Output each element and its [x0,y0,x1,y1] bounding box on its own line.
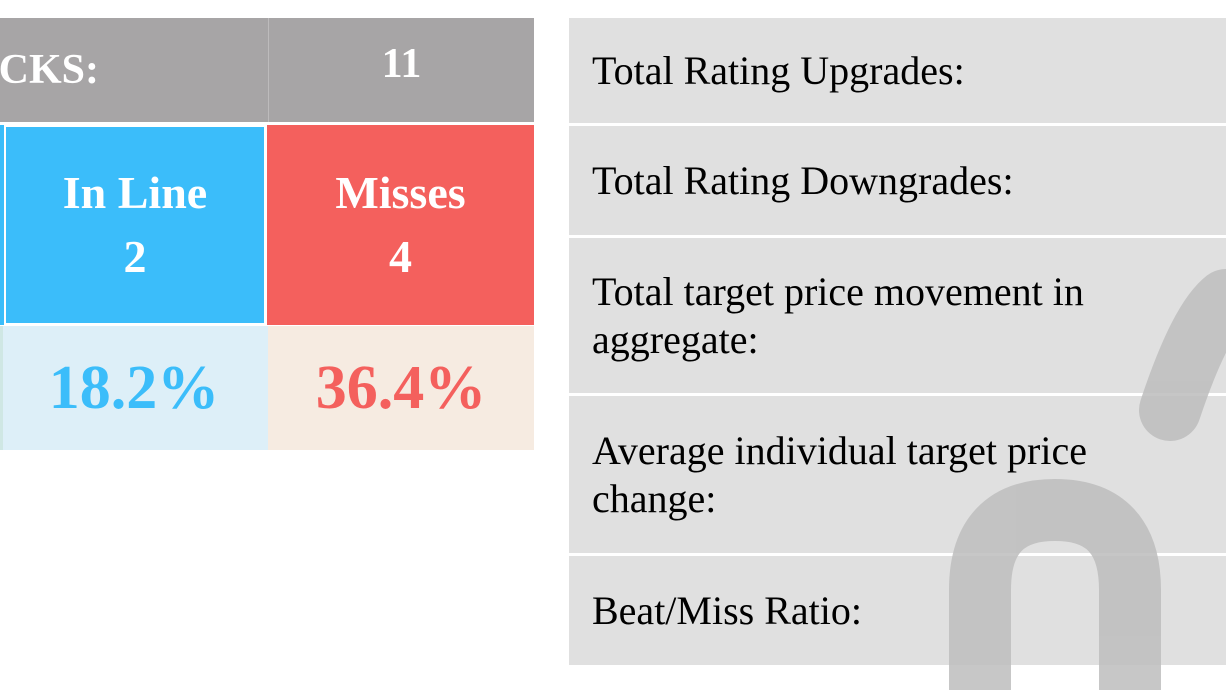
stat-row-rating-upgrades: Total Rating Upgrades: [569,18,1226,126]
earnings-summary-table: OCKS: 11 In Line 2 Misses 4 18.2% 36.4% [0,18,534,450]
rating-upgrades-label: Total Rating Upgrades: [592,47,965,93]
stocks-total-count-text: 11 [381,41,422,87]
table-row-divider [0,122,534,125]
target-price-aggregate-label: Total target price movement in aggregate… [592,268,1084,362]
stat-row-beat-miss-ratio: Beat/Miss Ratio: [569,556,1226,668]
misses-cell: Misses 4 [267,125,534,325]
in-line-label: In Line [62,167,208,218]
stocks-total-count: 11 [268,18,534,122]
misses-percent-cell: 36.4% [268,326,534,450]
stat-row-rating-downgrades: Total Rating Downgrades: [569,126,1226,238]
in-line-count: 2 [123,231,147,282]
analyst-stats-list: Total Rating Upgrades: Total Rating Down… [569,18,1226,668]
in-line-percent: 18.2% [48,353,220,422]
in-line-percent-cell: 18.2% [0,326,268,450]
misses-percent: 36.4% [315,353,487,422]
stocks-header-label: OCKS: [0,18,268,122]
stocks-header-label-text: OCKS: [0,47,100,93]
avg-target-price-change-label: Average individual target price change: [592,427,1087,521]
beat-miss-ratio-label: Beat/Miss Ratio: [592,587,862,633]
stat-row-target-price-aggregate: Total target price movement in aggregate… [569,238,1226,396]
stat-row-avg-target-price-change: Average individual target price change: [569,396,1226,556]
misses-count: 4 [389,231,412,282]
in-line-cell: In Line 2 [4,125,266,325]
percent-row-edge [0,326,3,450]
rating-downgrades-label: Total Rating Downgrades: [592,157,1014,203]
misses-label: Misses [335,167,466,218]
in-line-edge [0,125,4,325]
